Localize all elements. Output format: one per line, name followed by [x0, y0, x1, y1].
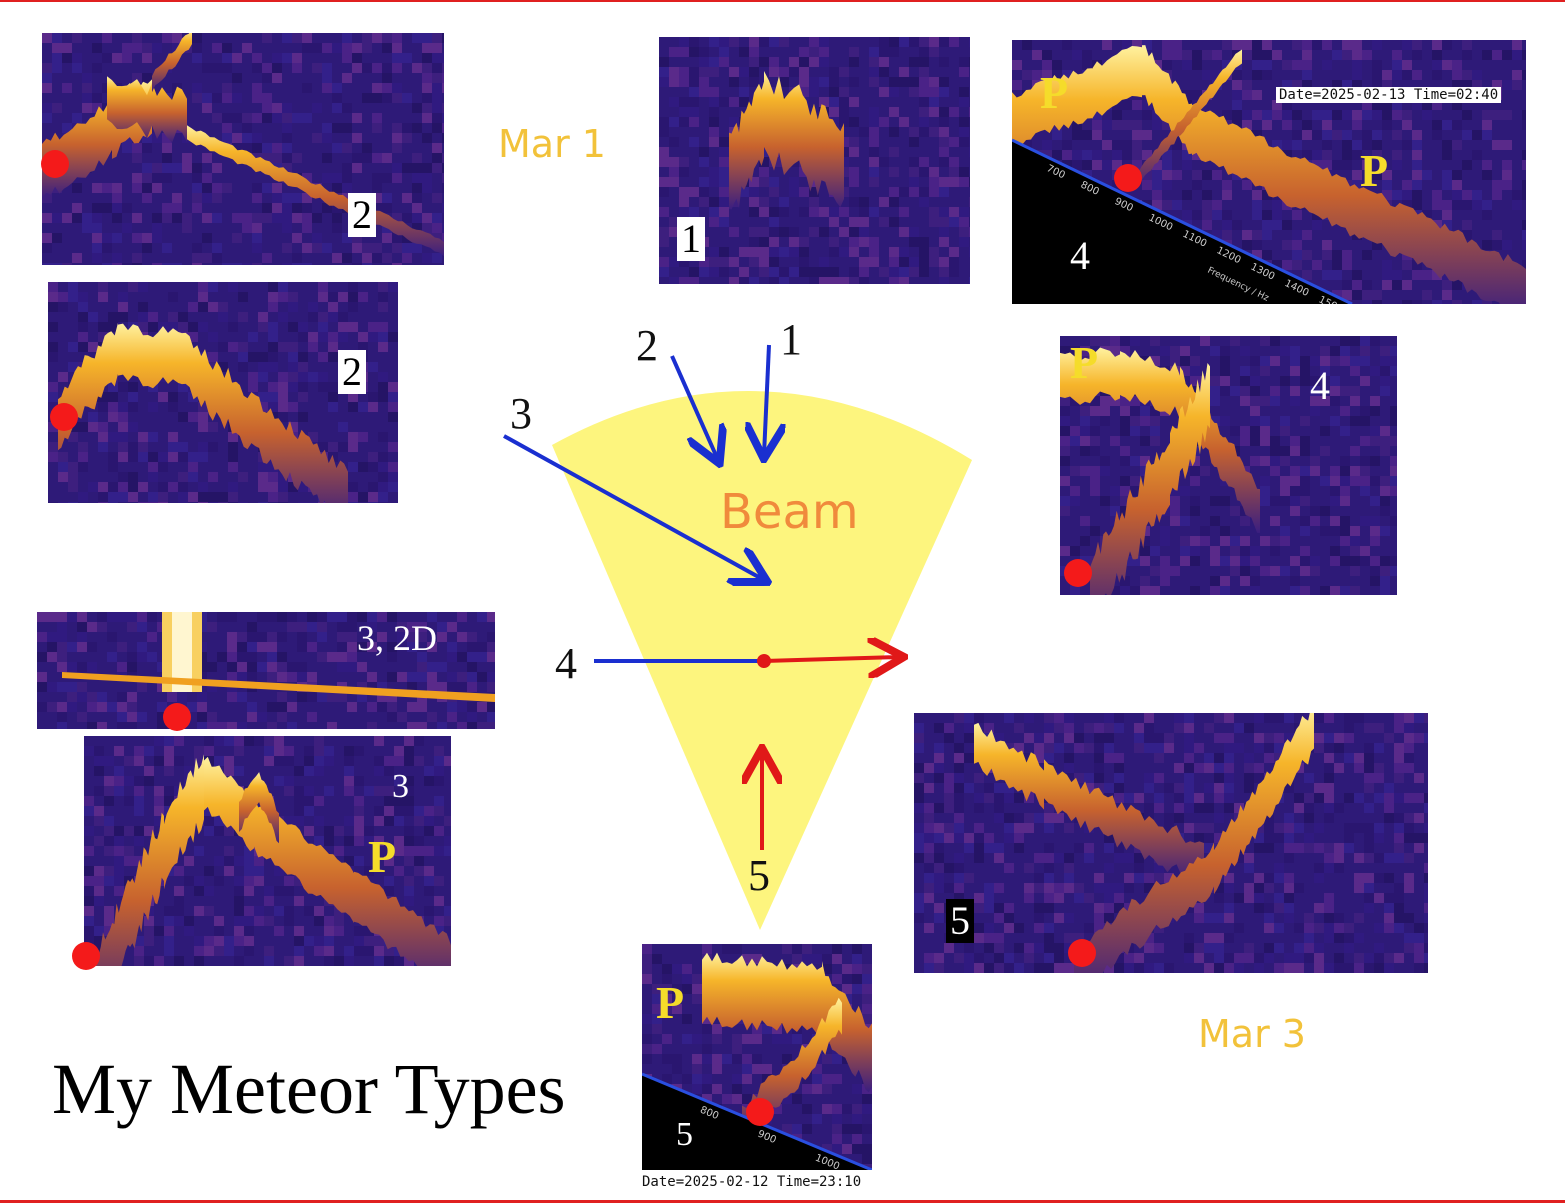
panel-badge: 4	[1070, 233, 1090, 278]
panel-badge: 5	[946, 899, 974, 943]
ridge-top	[1060, 347, 1260, 534]
ridge-trail	[187, 125, 444, 257]
ridge-up	[152, 33, 192, 93]
spectrogram-panel-5b: 800 900 1000 P 5	[642, 944, 872, 1170]
spectrogram-panel-3-2d: 3, 2D	[37, 612, 495, 729]
ridge-body	[1012, 45, 1526, 304]
ridge-rise	[94, 754, 204, 966]
spectrogram-panel-4b: P 4	[1060, 336, 1397, 595]
arrow-number-1: 1	[780, 315, 802, 364]
p-label: P	[656, 977, 685, 1028]
arrow-4-point	[757, 654, 771, 668]
spectrogram-panel-5a: 5	[914, 713, 1428, 973]
panel-badge: 2	[338, 350, 366, 394]
ridge-up	[1074, 713, 1314, 973]
ridge-body	[58, 322, 348, 503]
spectrogram-panel-2b: 2	[48, 282, 398, 503]
panel-badge: 5	[676, 1116, 693, 1153]
start-dot	[72, 942, 100, 970]
ridge-up	[1132, 49, 1242, 193]
arrow-number-2: 2	[636, 321, 658, 370]
ridge-top	[702, 952, 872, 1093]
start-dot	[50, 403, 78, 431]
start-dot	[746, 1098, 774, 1126]
spectrogram-3	[84, 736, 451, 966]
arrow-4-out	[763, 657, 900, 661]
date-label-mar3: Mar 3	[1198, 1012, 1306, 1056]
p-label: P	[1040, 67, 1069, 118]
panel-badge: 3	[392, 768, 409, 805]
beam-label: Beam	[720, 484, 859, 540]
spectrogram-panel-2a: 2	[42, 33, 444, 265]
ridge-rise	[1090, 363, 1210, 595]
date-label-mar1: Mar 1	[498, 122, 606, 166]
ridge-body	[729, 71, 844, 210]
ridge-side	[239, 771, 279, 844]
panel-badge: 1	[677, 217, 705, 261]
arrow-1	[764, 344, 769, 455]
start-dot	[1064, 559, 1092, 587]
timestamp: Date=2025-02-13 Time=02:40	[1276, 87, 1502, 103]
freq-axis	[1012, 138, 1353, 304]
panel-badge: 4	[1310, 363, 1330, 408]
freq-tick-label: 1500	[1317, 294, 1345, 304]
arrow-number-3: 3	[510, 389, 532, 438]
spectrogram-4b	[1060, 336, 1397, 595]
start-dot	[1068, 939, 1096, 967]
panel-badge: 2	[348, 193, 376, 237]
arrow-number-4: 4	[555, 639, 577, 688]
start-dot	[41, 150, 69, 178]
panel-badge: 3, 2D	[357, 618, 437, 658]
top-border	[0, 0, 1565, 2]
spectrogram-2a	[42, 33, 444, 265]
ridge-peak	[107, 76, 187, 143]
p-label: P	[1360, 145, 1389, 196]
spectrogram-5a	[914, 713, 1428, 973]
arrow-number-5: 5	[748, 851, 770, 900]
arrow-2	[670, 355, 718, 460]
start-dot	[1114, 164, 1142, 192]
arrow-3	[503, 434, 764, 580]
p-label: P	[368, 831, 397, 882]
p-label: P	[1070, 337, 1099, 388]
ridge-down	[974, 722, 1204, 882]
spectrogram-4a: 700800900100011001200130014001500Frequen…	[1012, 40, 1526, 304]
spectrogram-panel-1: 1	[659, 37, 970, 284]
bottom-border	[0, 1200, 1565, 1203]
trail	[62, 672, 495, 702]
timestamp: Date=2025-02-12 Time=23:10	[642, 1174, 862, 1190]
noise-texture	[37, 612, 495, 729]
spectrogram-panel-4a: 700800900100011001200130014001500Frequen…	[1012, 40, 1526, 304]
page-title: My Meteor Types	[52, 1049, 566, 1129]
spectrogram-3-2d	[37, 612, 495, 729]
spectrogram-panel-3: 3 P	[84, 736, 451, 966]
start-dot	[163, 703, 191, 731]
spectrogram-1	[659, 37, 970, 284]
